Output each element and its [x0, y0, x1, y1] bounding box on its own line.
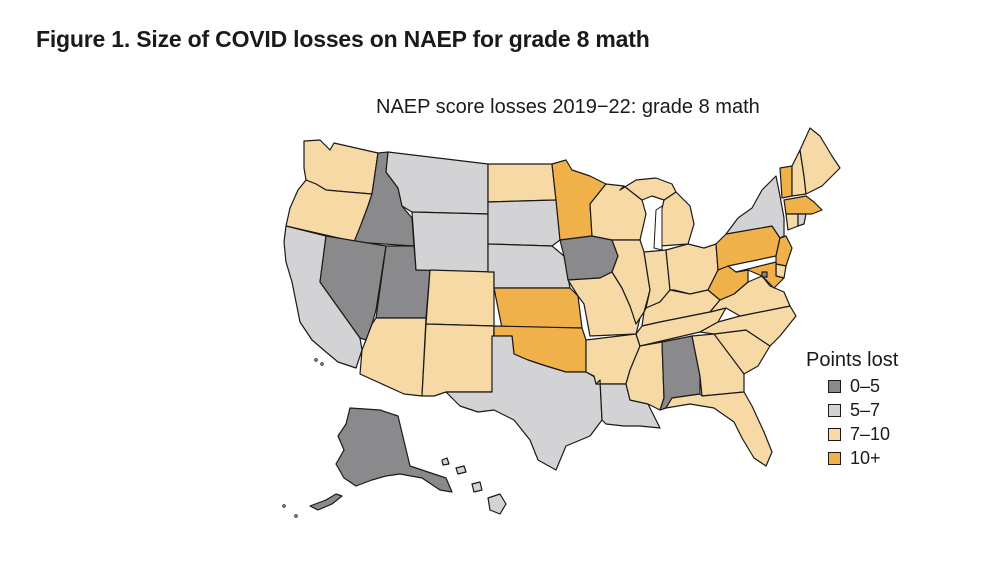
state-md[interactable]: Maryland [735, 261, 785, 289]
state-nc[interactable]: North Carolina [699, 305, 797, 347]
state-wi[interactable]: Wisconsin [589, 183, 647, 241]
state-nd[interactable]: North Dakota [487, 163, 557, 203]
state-il[interactable]: Illinois [611, 239, 651, 325]
state-nm[interactable]: New Mexico [421, 323, 495, 397]
water-features [282, 205, 663, 518]
legend-item-0-5: 0–5 [806, 374, 898, 398]
state-vt[interactable]: Vermont [779, 165, 793, 199]
state-fl[interactable]: Florida [665, 391, 773, 467]
legend-item-10+: 10+ [806, 446, 898, 470]
legend-title: Points lost [806, 349, 899, 371]
state-sd[interactable]: South Dakota [487, 199, 561, 247]
state-ak[interactable]: Alaska [335, 407, 453, 493]
state-dc[interactable]: District of Columbia [761, 271, 768, 278]
state-mt[interactable]: Montana [385, 151, 489, 215]
legend-swatch [828, 451, 841, 465]
map-title: NAEP score losses 2019−22: grade 8 math [376, 96, 760, 118]
state-hi-maui[interactable]: Hawaii [471, 481, 483, 493]
state-me[interactable]: Maine [799, 127, 841, 195]
state-ct[interactable]: Connecticut [785, 213, 799, 231]
state-ny[interactable]: New York [725, 175, 785, 239]
legend-item-5-7: 5–7 [806, 398, 898, 422]
legend-swatch [828, 403, 841, 417]
state-mi-upper-peninsula[interactable]: Michigan [619, 177, 677, 201]
state-ak-islands[interactable]: Alaska [309, 493, 343, 511]
state-ks[interactable]: Kansas [493, 287, 583, 329]
state-hi[interactable]: Hawaii [487, 493, 507, 515]
legend-label: 7–10 [850, 423, 891, 444]
state-wy[interactable]: Wyoming [411, 211, 489, 273]
legend-label: 10+ [850, 447, 881, 468]
legend-label: 0–5 [850, 375, 881, 396]
legend: Points lost 0–5 5–7 7–10 10+ [806, 349, 898, 470]
legend-label: 5–7 [850, 399, 881, 420]
state-ri[interactable]: Rhode Island [797, 213, 807, 227]
state-co[interactable]: Colorado [425, 269, 495, 327]
state-hi-kauai[interactable]: Hawaii [441, 457, 450, 466]
state-az[interactable]: Arizona [359, 317, 427, 397]
legend-swatch [828, 379, 841, 393]
legend-swatch [828, 427, 841, 441]
state-hi-oahu[interactable]: Hawaii [455, 465, 467, 475]
state-tx[interactable]: Texas [445, 335, 603, 471]
legend-item-7-10: 7–10 [806, 422, 898, 446]
state-ne[interactable]: Nebraska [487, 243, 571, 289]
figure-title: Figure 1. Size of COVID losses on NAEP f… [36, 26, 650, 52]
state-ma[interactable]: Massachusetts [783, 195, 823, 215]
